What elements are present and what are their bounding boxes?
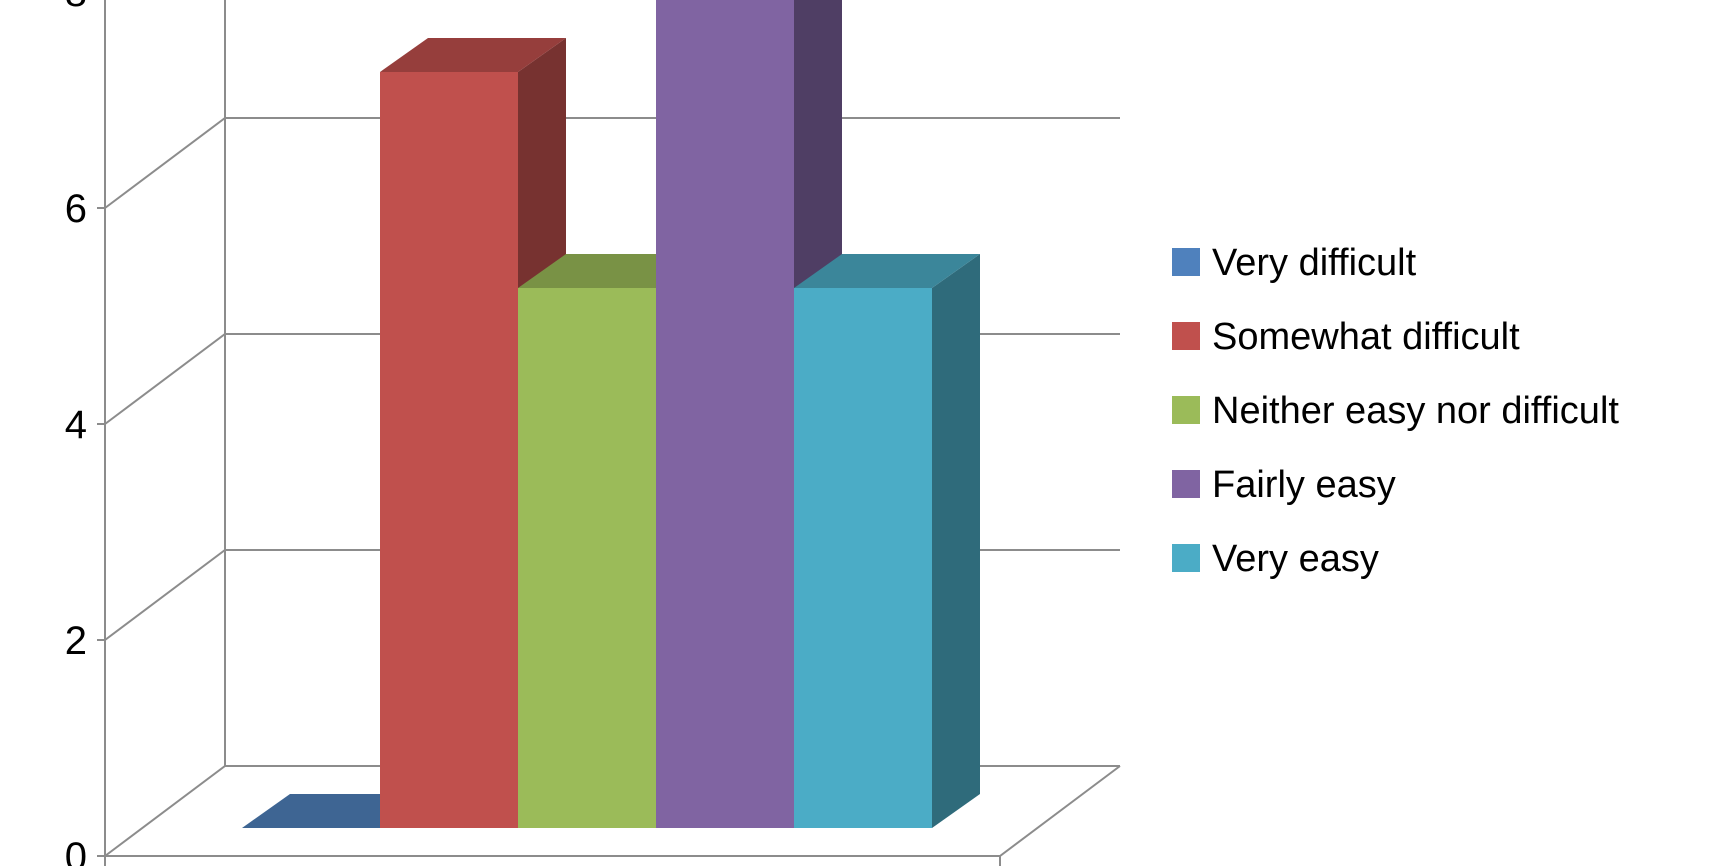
legend-swatch [1172,470,1200,498]
bar-fairly-easy [656,0,842,828]
legend-item-neither-easy-nor-difficult: Neither easy nor difficult [1172,390,1619,432]
y-tick-label: 8 [65,0,87,15]
legend-item-very-difficult: Very difficult [1172,242,1417,284]
y-tick-label: 0 [65,835,87,866]
bar-front [794,288,932,828]
legend: Very difficult Somewhat difficult Neither … [1172,242,1619,580]
bars [242,0,980,828]
bar-side [932,254,980,828]
bar-front [380,72,518,828]
gridline [104,117,1120,209]
legend-swatch [1172,396,1200,424]
legend-label: Very easy [1212,538,1379,580]
bar-very-easy [794,254,980,828]
legend-item-somewhat-difficult: Somewhat difficult [1172,316,1520,358]
legend-swatch [1172,248,1200,276]
legend-swatch [1172,322,1200,350]
y-tick-label: 4 [65,403,87,447]
legend-label: Fairly easy [1212,464,1396,506]
y-tick-label: 2 [65,619,87,663]
legend-label: Very difficult [1212,242,1417,284]
legend-label: Somewhat difficult [1212,316,1520,358]
bar-top [794,254,980,288]
bar-top [380,38,566,72]
y-axis: 02468101214 [65,0,1001,866]
legend-item-very-easy: Very easy [1172,538,1379,580]
bar-front [518,288,656,828]
legend-item-fairly-easy: Fairly easy [1172,464,1396,506]
bar-front [656,0,794,828]
legend-swatch [1172,544,1200,572]
y-tick-label: 6 [65,187,87,231]
legend-label: Neither easy nor difficult [1212,390,1619,432]
